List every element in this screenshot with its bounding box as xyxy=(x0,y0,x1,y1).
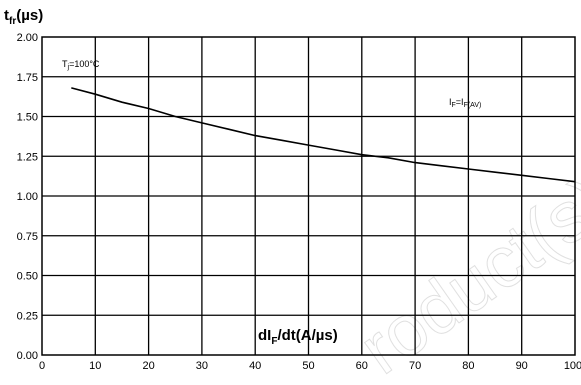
y-tick-label: 0.25 xyxy=(17,310,38,322)
x-tick-labels: 0 10 20 30 40 50 60 70 80 90 100 xyxy=(39,360,581,372)
watermark: roduct(s) - xyxy=(346,136,581,385)
x-tick-label: 90 xyxy=(516,360,528,372)
x-tick-label: 100 xyxy=(564,360,581,372)
y-tick-label: 0.75 xyxy=(17,231,38,243)
x-tick-label: 50 xyxy=(302,360,314,372)
x-tick-label: 20 xyxy=(142,360,154,372)
x-tick-label: 30 xyxy=(196,360,208,372)
x-tick-label: 80 xyxy=(462,360,474,372)
x-tick-label: 70 xyxy=(409,360,421,372)
y-tick-label: 1.00 xyxy=(17,191,38,203)
condition-annotation: IF=IF(AV) xyxy=(449,97,481,109)
y-tick-label: 2.00 xyxy=(17,32,38,44)
y-tick-label: 1.50 xyxy=(17,112,38,124)
grid xyxy=(42,37,575,355)
x-tick-label: 0 xyxy=(39,360,45,372)
temperature-annotation: Tj=100°C xyxy=(62,59,100,71)
y-tick-label: 0.00 xyxy=(17,350,38,362)
x-tick-label: 40 xyxy=(249,360,261,372)
y-tick-label: 0.50 xyxy=(17,271,38,283)
y-tick-label: 1.25 xyxy=(17,151,38,163)
y-axis-label: tfr(µs) xyxy=(4,7,43,27)
x-tick-label: 10 xyxy=(89,360,101,372)
series-line xyxy=(71,87,576,183)
x-axis-label: dIF/dt(A/µs) xyxy=(258,327,338,347)
y-tick-label: 1.75 xyxy=(17,72,38,84)
y-tick-labels: 0.00 0.25 0.50 0.75 1.00 1.25 1.50 1.75 2.00 xyxy=(17,32,38,362)
x-tick-label: 60 xyxy=(356,360,368,372)
